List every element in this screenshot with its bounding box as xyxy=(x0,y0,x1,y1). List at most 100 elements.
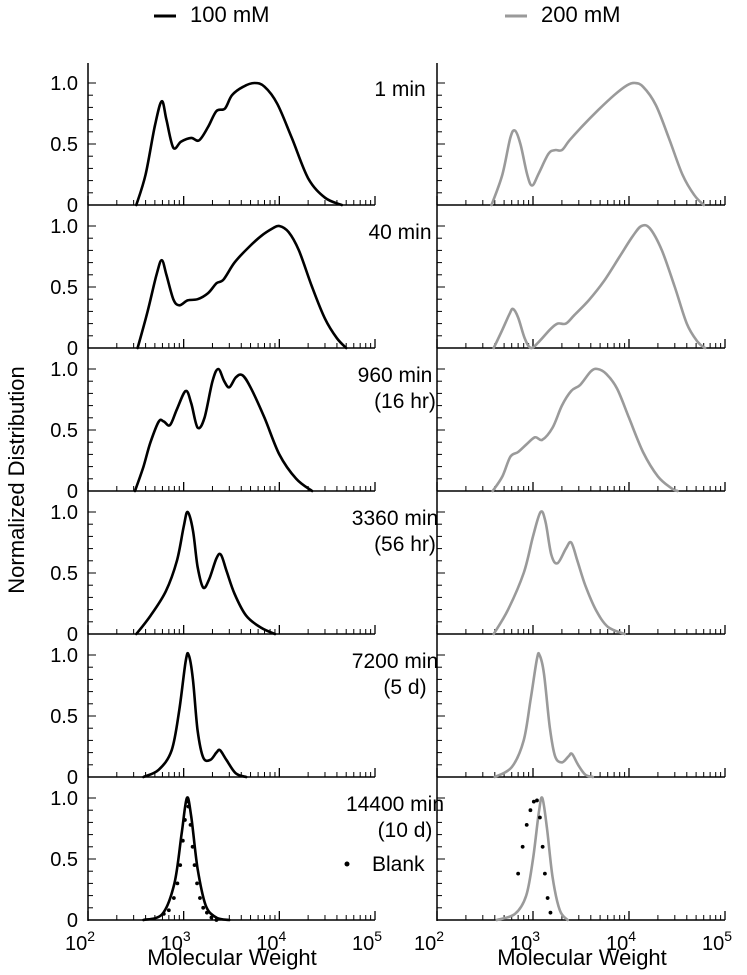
blank-point xyxy=(166,908,171,913)
blank-point xyxy=(201,905,206,910)
x-tick-base: 10 xyxy=(606,933,628,955)
legend-label-100mM: 100 mM xyxy=(190,2,269,27)
x-tick-base: 10 xyxy=(702,933,724,955)
x-tick-label: 104 xyxy=(256,928,286,955)
y-tick-label: 0 xyxy=(67,338,78,360)
series-line-200mM xyxy=(490,81,705,207)
series-line-100mM xyxy=(135,510,277,636)
x-tick-base: 10 xyxy=(352,933,374,955)
blank-point xyxy=(542,871,547,876)
y-tick-label: 0.5 xyxy=(50,420,78,442)
series-line-200mM xyxy=(495,796,569,922)
blank-point xyxy=(548,910,553,915)
y-tick-label: 0 xyxy=(67,195,78,217)
panel-time-label: (5 d) xyxy=(383,676,426,699)
blank-point xyxy=(214,918,219,922)
y-tick-label: 1.0 xyxy=(50,216,78,238)
y-tick-label: 0 xyxy=(67,767,78,789)
y-axis-label: Normalized Distribution xyxy=(4,366,29,593)
blank-point xyxy=(520,844,525,849)
panel-time-label: (10 d) xyxy=(378,819,433,842)
x-tick-exponent: 3 xyxy=(183,928,191,944)
panel-time-label: 40 min xyxy=(368,221,431,244)
y-tick-label: 1.0 xyxy=(50,645,78,667)
panel-2: 0 0.5 1.0 40 min xyxy=(50,206,726,360)
y-tick-label: 0.5 xyxy=(50,849,78,871)
series-line-100mM xyxy=(142,796,231,922)
y-tick-label: 0.5 xyxy=(50,277,78,299)
blank-point xyxy=(188,822,193,827)
y-tick-label: 0.5 xyxy=(50,563,78,585)
panel-time-label: 960 min xyxy=(358,364,433,387)
y-tick-label: 0 xyxy=(67,910,78,932)
blank-point xyxy=(195,881,199,886)
blank-point xyxy=(531,799,536,804)
panel-time-label: 7200 min xyxy=(352,650,438,673)
panel-1: 0 0.5 1.0 1 min xyxy=(50,63,726,217)
panel-time-label: (16 hr) xyxy=(374,390,436,413)
blank-point xyxy=(524,822,529,827)
blank-point xyxy=(161,912,166,916)
series-line-200mM xyxy=(492,510,626,636)
blank-point xyxy=(538,815,542,820)
panel-time-label: 3360 min xyxy=(352,507,438,530)
x-tick-base: 10 xyxy=(161,933,183,955)
blank-point xyxy=(209,915,214,920)
x-tick-exponent: 5 xyxy=(374,928,382,944)
blank-point xyxy=(528,808,533,813)
panel-3: 0 0.5 1.0 960 min (16 hr) xyxy=(50,349,726,503)
blank-point xyxy=(180,838,185,843)
x-tick-label: 104 xyxy=(606,928,636,955)
y-tick-label: 0 xyxy=(67,624,78,646)
x-tick-label: 105 xyxy=(702,928,732,955)
y-tick-label: 1.0 xyxy=(50,73,78,95)
panel-time-label: 14400 min xyxy=(346,793,444,816)
y-tick-label: 0.5 xyxy=(50,134,78,156)
blank-point xyxy=(540,844,545,849)
x-tick-exponent: 2 xyxy=(87,928,95,944)
series-line-100mM xyxy=(135,81,344,207)
x-tick-label: 102 xyxy=(414,928,444,955)
legend: 100 mM 200 mM xyxy=(154,2,620,27)
blank-legend-label: Blank xyxy=(372,853,425,876)
x-tick-label: 105 xyxy=(352,928,382,955)
series-line-100mM xyxy=(142,651,248,779)
series-line-100mM xyxy=(136,224,348,350)
y-tick-label: 1.0 xyxy=(50,788,78,810)
x-tick-exponent: 4 xyxy=(279,928,287,944)
x-tick-exponent: 3 xyxy=(532,928,540,944)
blank-point xyxy=(192,863,197,867)
series-line-200mM xyxy=(492,223,707,350)
blank-point xyxy=(545,896,550,900)
x-axis-label-right: Molecular Weight xyxy=(497,945,667,970)
blank-point xyxy=(175,881,180,886)
series-line-200mM xyxy=(491,367,679,493)
legend-label-200mM: 200 mM xyxy=(541,2,620,27)
x-tick-exponent: 2 xyxy=(436,928,444,944)
panel-4: 0 0.5 1.0 3360 min (56 hr) xyxy=(50,492,726,646)
x-tick-base: 10 xyxy=(414,933,436,955)
blank-point xyxy=(190,844,195,849)
x-tick-base: 10 xyxy=(256,933,278,955)
x-tick-exponent: 4 xyxy=(628,928,636,944)
x-tick-base: 10 xyxy=(510,933,532,955)
blank-point xyxy=(535,798,539,803)
series-line-100mM xyxy=(133,367,314,493)
x-tick-exponent: 5 xyxy=(724,928,732,944)
blank-point xyxy=(198,896,202,900)
panel-5: 0 0.5 1.0 7200 min (5 d) xyxy=(50,635,726,789)
series-line-200mM xyxy=(493,651,595,779)
blank-point xyxy=(516,871,521,876)
y-tick-label: 1.0 xyxy=(50,359,78,381)
blank-point xyxy=(205,910,209,915)
panel-time-label: 1 min xyxy=(374,78,425,101)
x-tick-label: 103 xyxy=(161,928,191,955)
blank-point xyxy=(178,863,183,867)
blank-legend-marker xyxy=(344,861,350,867)
y-tick-label: 0 xyxy=(67,481,78,503)
x-tick-label: 102 xyxy=(65,928,95,955)
blank-point xyxy=(186,804,191,809)
x-tick-base: 10 xyxy=(65,933,87,955)
